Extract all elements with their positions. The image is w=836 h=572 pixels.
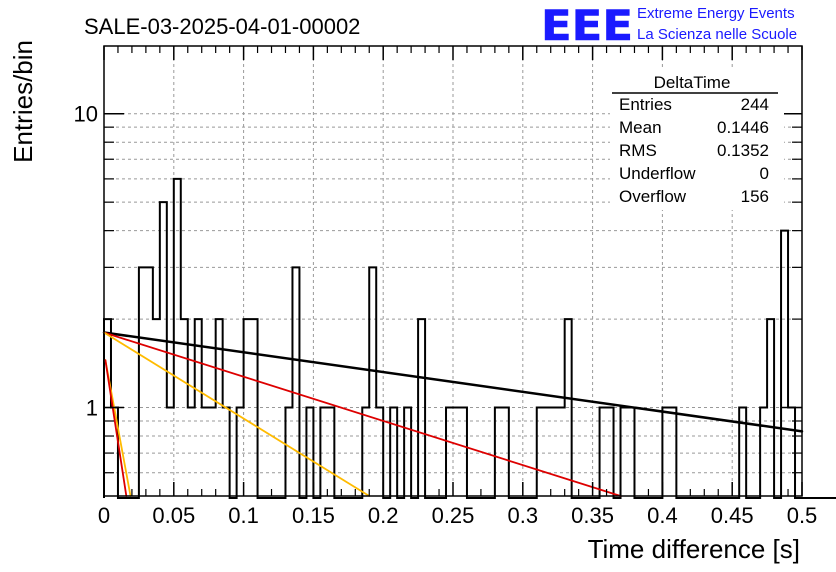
fit-curves (102, 331, 804, 497)
fit-curve-3 (103, 331, 371, 497)
x-tick-label: 0 (98, 503, 110, 528)
stats-value-entries: 244 (741, 95, 769, 114)
stats-label-entries: Entries (619, 95, 672, 114)
stats-label-rms: RMS (619, 141, 657, 160)
x-tick-label: 0.25 (432, 503, 475, 528)
x-tick-label: 0.35 (571, 503, 614, 528)
y-axis-label: Entries/bin (8, 40, 38, 163)
x-tick-label: 0.5 (787, 503, 818, 528)
stats-box: DeltaTime Entries 244 Mean 0.1446 RMS 0.… (610, 70, 784, 210)
x-axis-label: Time difference [s] (588, 534, 800, 564)
histogram-series (103, 177, 836, 499)
y-tick-label: 10 (74, 102, 98, 127)
y-tick-label: 1 (86, 396, 98, 421)
stats-title: DeltaTime (654, 73, 731, 92)
fit-curve-5 (104, 359, 128, 497)
stats-value-mean: 0.1446 (717, 118, 769, 137)
x-tick-label: 0.05 (152, 503, 195, 528)
stats-label-underflow: Underflow (619, 164, 696, 183)
x-tick-label: 0.1 (228, 503, 259, 528)
eee-logo: EEE (541, 1, 633, 50)
axis-ticks: 0 0.05 0.1 0.15 0.2 0.25 0.3 0.35 0.4 0.45 0.5 1 10 (74, 46, 818, 528)
fit-curve-1 (102, 331, 804, 433)
stats-value-overflow: 156 (741, 187, 769, 206)
stats-label-overflow: Overflow (619, 187, 687, 206)
histogram-step-line (103, 177, 836, 499)
x-tick-label: 0.15 (292, 503, 335, 528)
x-tick-label: 0.45 (711, 503, 754, 528)
x-tick-label: 0.4 (647, 503, 678, 528)
run-title: SALE-03-2025-04-01-00002 (84, 14, 360, 39)
logo-line-2: La Scienza nelle Scuole (637, 26, 797, 43)
x-tick-label: 0.2 (368, 503, 399, 528)
stats-label-mean: Mean (619, 118, 662, 137)
x-tick-label: 0.3 (508, 503, 539, 528)
logo-line-1: Extreme Energy Events (637, 5, 795, 22)
stats-value-rms: 0.1352 (717, 141, 769, 160)
fit-curve-2 (103, 331, 622, 497)
stats-value-underflow: 0 (760, 164, 769, 183)
